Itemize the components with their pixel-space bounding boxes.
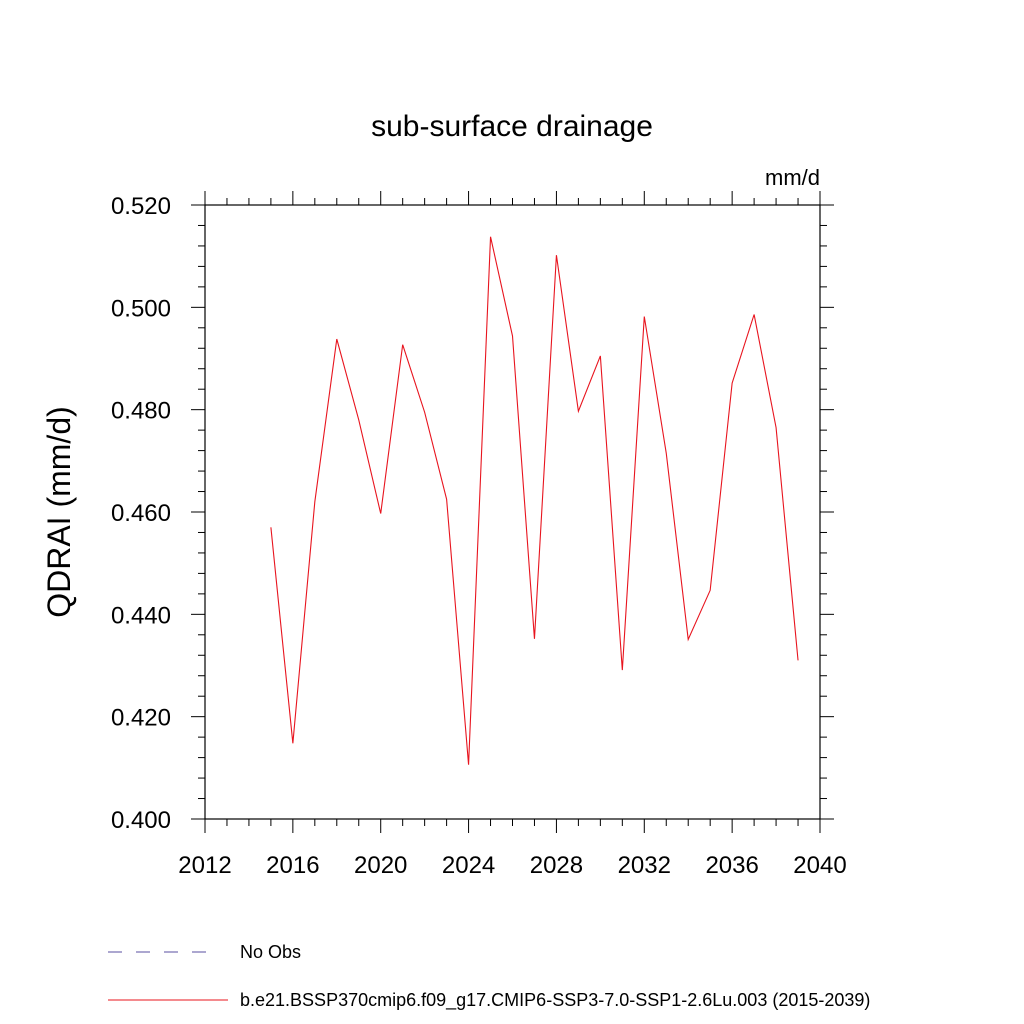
chart-title: sub-surface drainage	[371, 110, 653, 143]
x-tick-label: 2028	[530, 852, 583, 879]
y-tick-label: 0.500	[111, 295, 171, 322]
legend-label: b.e21.BSSP370cmip6.f09_g17.CMIP6-SSP3-7.…	[240, 990, 870, 1011]
y-tick-label: 0.400	[111, 807, 171, 834]
y-axis-label: QDRAI (mm/d)	[41, 406, 77, 618]
x-tick-label: 2016	[266, 852, 319, 879]
x-tick-label: 2024	[442, 852, 495, 879]
y-tick-label: 0.420	[111, 705, 171, 732]
x-tick-label: 2012	[178, 852, 231, 879]
y-tick-label: 0.460	[111, 500, 171, 527]
x-tick-label: 2032	[618, 852, 671, 879]
legend: No Obs b.e21.BSSP370cmip6.f09_g17.CMIP6-S…	[108, 942, 870, 1011]
y-tick-label: 0.440	[111, 602, 171, 629]
legend-label: No Obs	[240, 942, 301, 962]
x-tick-label: 2020	[354, 852, 407, 879]
plot-frame	[204, 204, 821, 820]
x-axis-ticks: 2012 2016 2020 2024 2028 2032 2036 2040	[178, 191, 847, 879]
x-tick-label: 2040	[793, 852, 846, 879]
x-tick-label: 2036	[705, 852, 758, 879]
series-group	[270, 236, 799, 765]
y-tick-label: 0.480	[111, 398, 171, 425]
series-line	[270, 236, 799, 765]
units-label: mm/d	[765, 165, 820, 190]
y-tick-label: 0.520	[111, 193, 171, 220]
y-axis-ticks: 0.400 0.420 0.440 0.460 0.480 0.500 0.520	[111, 193, 834, 834]
